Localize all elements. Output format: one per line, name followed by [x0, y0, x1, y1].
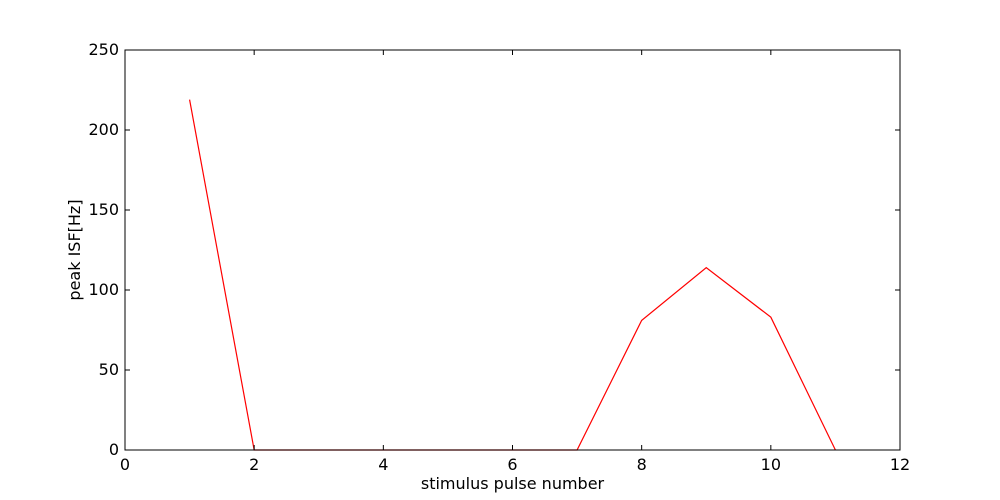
x-tick-label: 2 [249, 455, 259, 474]
x-tick-label: 10 [761, 455, 781, 474]
x-tick-label: 0 [120, 455, 130, 474]
y-axis-label: peak ISF[Hz] [65, 199, 84, 300]
x-axis-label: stimulus pulse number [421, 474, 605, 493]
tick-layer: 0 2 4 6 8 10 12 0 50 100 150 200 250 [88, 40, 910, 474]
series-line [188, 99, 836, 451]
x-tick-label: 4 [378, 455, 388, 474]
x-tick-label: 12 [890, 455, 910, 474]
y-tick-label: 150 [88, 200, 119, 219]
y-tick-label: 250 [88, 40, 119, 59]
y-tick-label: 50 [99, 360, 119, 379]
plot-frame [124, 49, 901, 451]
series-layer [188, 99, 836, 451]
y-tick-label: 0 [109, 440, 119, 459]
x-tick-label: 6 [507, 455, 517, 474]
y-tick-label: 200 [88, 120, 119, 139]
x-tick-label: 8 [637, 455, 647, 474]
y-tick-label: 100 [88, 280, 119, 299]
